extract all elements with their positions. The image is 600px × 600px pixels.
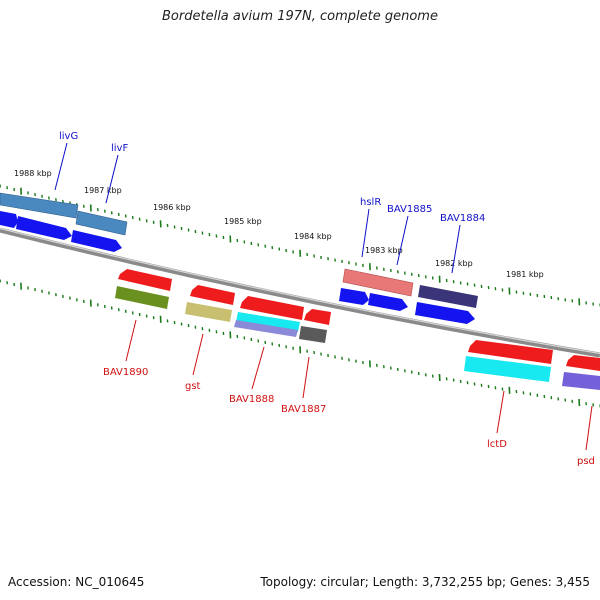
gene-label-BAV1884[interactable]: BAV1884 bbox=[440, 213, 485, 224]
tick-label-1986: 1986 kbp bbox=[153, 203, 191, 212]
leader-lctD bbox=[496, 390, 505, 434]
gene-label-livG[interactable]: livG bbox=[59, 131, 78, 142]
tick-label-1981: 1981 kbp bbox=[506, 270, 544, 279]
genome-backbone bbox=[0, 227, 600, 358]
gene-psd[interactable] bbox=[562, 372, 600, 390]
gene-label-hslR[interactable]: hslR bbox=[360, 197, 381, 208]
gene-BAV1887[interactable] bbox=[299, 326, 327, 343]
accession-label: Accession: NC_010645 bbox=[8, 575, 145, 589]
reverse-strand-genes bbox=[115, 269, 600, 390]
tick-label-1984: 1984 kbp bbox=[294, 232, 332, 241]
gene-label-BAV1887[interactable]: BAV1887 bbox=[281, 404, 326, 415]
gene-livG[interactable] bbox=[0, 192, 79, 219]
gene-red-5[interactable] bbox=[468, 340, 553, 364]
gene-BAV1888-lower[interactable] bbox=[234, 320, 298, 337]
gene-label-BAV1885[interactable]: BAV1885 bbox=[387, 204, 432, 215]
gene-BAV1884[interactable] bbox=[418, 285, 478, 308]
gene-blue-1[interactable] bbox=[0, 211, 18, 228]
leader-psd bbox=[585, 405, 593, 451]
leader-BAV1885 bbox=[396, 215, 409, 266]
gene-livF[interactable] bbox=[75, 210, 128, 236]
leader-BAV1890 bbox=[125, 319, 137, 362]
gene-red-6[interactable] bbox=[566, 355, 600, 371]
gene-label-gst[interactable]: gst bbox=[185, 381, 201, 392]
gene-gst[interactable] bbox=[185, 302, 232, 322]
gene-label-lctD[interactable]: lctD bbox=[487, 439, 507, 450]
leader-hslR bbox=[361, 208, 370, 258]
tick-label-1983: 1983 kbp bbox=[365, 246, 403, 255]
gene-red-1[interactable] bbox=[118, 269, 172, 291]
gene-label-BAV1888[interactable]: BAV1888 bbox=[229, 394, 274, 405]
leader-BAV1888 bbox=[251, 346, 265, 390]
gene-hslR[interactable] bbox=[342, 268, 414, 297]
gene-labels: livG livF hslR BAV1885 BAV1884 BAV1890 g… bbox=[59, 131, 595, 467]
leader-livF bbox=[105, 154, 119, 204]
leader-gst bbox=[192, 333, 204, 376]
leader-BAV1887 bbox=[302, 356, 310, 399]
leader-livG bbox=[54, 142, 68, 191]
gene-BAV1885[interactable] bbox=[368, 293, 408, 311]
tick-label-1988: 1988 kbp bbox=[14, 169, 52, 178]
gene-label-BAV1890[interactable]: BAV1890 bbox=[103, 367, 148, 378]
leader-BAV1884 bbox=[451, 224, 461, 274]
gene-blue-3[interactable] bbox=[71, 230, 122, 252]
topology-label: Topology: circular; Length: 3,732,255 bp… bbox=[260, 575, 590, 589]
gene-blue-5[interactable] bbox=[415, 302, 475, 324]
tick-label-1987: 1987 kbp bbox=[84, 186, 122, 195]
gene-BAV1888[interactable] bbox=[236, 312, 300, 332]
gene-BAV1890[interactable] bbox=[115, 286, 169, 309]
gene-leader-lines bbox=[54, 142, 593, 451]
gene-red-2[interactable] bbox=[190, 285, 235, 305]
gene-lctD[interactable] bbox=[464, 356, 551, 382]
gene-blue-2[interactable] bbox=[16, 216, 72, 240]
gene-red-4[interactable] bbox=[304, 309, 331, 325]
map-title: Bordetella avium 197N, complete genome bbox=[162, 9, 438, 24]
forward-strand-genes bbox=[0, 192, 478, 324]
gene-red-3[interactable] bbox=[240, 296, 304, 320]
gene-blue-4[interactable] bbox=[339, 288, 369, 305]
upper-tick-track bbox=[0, 184, 600, 307]
tick-label-1985: 1985 kbp bbox=[224, 217, 262, 226]
genome-backbone-highlight bbox=[0, 227, 600, 355]
gene-label-livF[interactable]: livF bbox=[111, 143, 128, 154]
lower-tick-track bbox=[0, 279, 600, 408]
gene-label-psd[interactable]: psd bbox=[577, 456, 595, 467]
